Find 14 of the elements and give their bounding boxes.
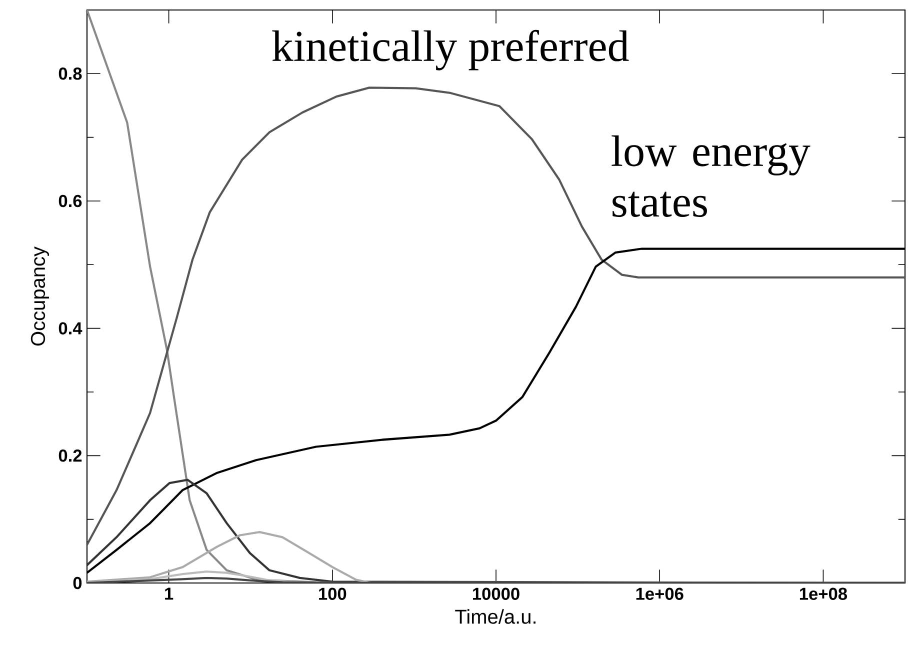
y-axis-title: Occupancy bbox=[30, 246, 50, 346]
y-tick-label: 0.6 bbox=[58, 194, 82, 208]
y-tick-label: 0.4 bbox=[58, 322, 82, 334]
y-tick-label: 0 bbox=[73, 576, 82, 590]
x-tick-label: 10000 bbox=[472, 588, 520, 600]
annotation: kinetically preferred bbox=[272, 30, 629, 70]
x-tick-label: 1 bbox=[165, 588, 174, 600]
y-tick-label: 0.8 bbox=[58, 68, 82, 80]
annotation: low energy states bbox=[612, 135, 810, 217]
x-tick-label: 1e+06 bbox=[636, 588, 684, 600]
x-axis-title: Time/a.u. bbox=[455, 609, 536, 624]
y-tick-label: 0.2 bbox=[58, 450, 82, 462]
x-tick-label: 1e+08 bbox=[800, 588, 848, 600]
x-tick-label: 100 bbox=[319, 588, 346, 600]
